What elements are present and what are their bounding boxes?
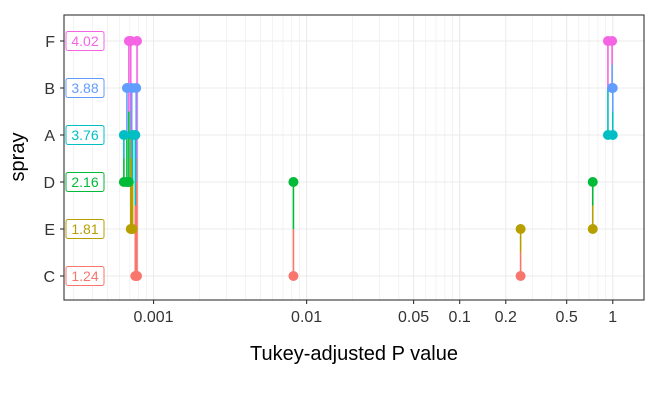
mean-label-B: 3.88 (71, 80, 98, 96)
x-tick-label: 0.1 (449, 309, 471, 326)
x-tick-label: 0.05 (398, 309, 429, 326)
comparison-point-D-F-to (123, 36, 134, 46)
comparison-point-D-A-to (118, 130, 129, 140)
comparison-point-C-D-from (288, 271, 299, 281)
comparison-point-A-B-from (607, 130, 618, 140)
mean-label-box-F (65, 31, 105, 51)
x-tick-label: 0.01 (291, 309, 322, 326)
mean-label-box-A (65, 125, 105, 145)
comparison-point-E-D-from (587, 224, 598, 234)
x-tick-label: 0.5 (556, 309, 578, 326)
comparison-point-C-A-from (130, 271, 141, 281)
comparison-point-E-D-to (587, 177, 598, 187)
mean-label-box-E (65, 219, 105, 239)
comparison-point-E-A-to (127, 130, 138, 140)
comparison-point-D-B-to (121, 83, 132, 93)
y-tick-label: D (43, 175, 55, 192)
comparison-points (118, 36, 618, 281)
x-axis: 0.001 0.01 0.05 0.1 0.2 0.5 1 (134, 300, 617, 326)
mean-label-box-B (65, 78, 105, 98)
mean-label-F: 4.02 (71, 33, 98, 49)
panel-background (64, 15, 644, 300)
y-axis-title: spray (7, 133, 29, 182)
mean-label-box-D (65, 172, 105, 192)
comparison-point-C-E-to (515, 224, 526, 234)
mean-label-box-C (65, 266, 105, 286)
comparison-point-E-A-from (127, 224, 138, 234)
y-tick-label: E (44, 222, 55, 239)
plot-panel: 4.02 3.88 3.76 2.16 1.81 1.24 (63, 14, 645, 301)
comparison-point-B-F-from (607, 83, 618, 93)
x-tick-label: 0.001 (134, 309, 174, 326)
y-tick-label: C (43, 269, 55, 286)
mean-label-E: 1.81 (71, 221, 98, 237)
comparison-point-D-A-from (118, 177, 129, 187)
x-axis-title: Tukey-adjusted P value (250, 343, 458, 365)
mean-label-D: 2.16 (71, 174, 98, 190)
y-axis: C E D A B F (43, 34, 64, 286)
comparison-point-B-F-to (607, 36, 618, 46)
y-tick-label: A (44, 128, 55, 145)
mean-label-A: 3.76 (71, 127, 98, 143)
panel-border (63, 14, 645, 301)
mean-label-C: 1.24 (71, 268, 98, 284)
major-gridlines (64, 15, 644, 300)
x-tick-label: 0.2 (495, 309, 517, 326)
mean-labels: 4.02 3.88 3.76 2.16 1.81 1.24 (65, 31, 105, 286)
comparison-point-C-D-to (288, 177, 299, 187)
y-tick-label: B (44, 81, 55, 98)
comparison-point-C-E-from (515, 271, 526, 281)
x-tick-label: 1 (608, 309, 617, 326)
y-tick-label: F (45, 34, 55, 51)
